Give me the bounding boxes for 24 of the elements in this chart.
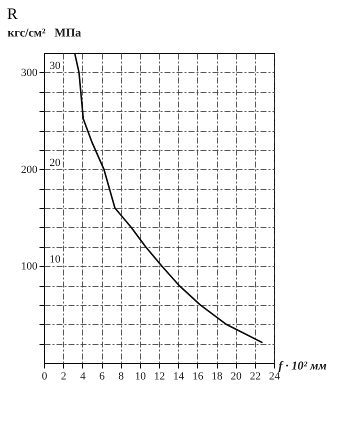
x-tick-label: 8 <box>118 370 124 382</box>
y2-tick-label: 20 <box>50 156 61 169</box>
y-tick-label: 200 <box>21 164 38 176</box>
chart-title: R <box>6 6 18 23</box>
y-tick-label: 100 <box>21 260 38 273</box>
x-tick-label: 20 <box>230 370 242 382</box>
x-tick-label: 2 <box>60 370 66 382</box>
x-tick-label: 22 <box>250 370 261 382</box>
x-tick-label: 24 <box>269 370 280 382</box>
x-tick-label: 18 <box>212 370 223 382</box>
x-tick-label: 10 <box>134 370 146 382</box>
x-axis-title: f · 10² мм <box>278 358 327 372</box>
y2-axis-title: МПа <box>54 26 82 40</box>
y-tick-label: 300 <box>21 66 38 79</box>
x-tick-label: 14 <box>173 370 185 382</box>
x-tick-label: 16 <box>192 370 204 382</box>
x-tick-label: 12 <box>154 370 165 382</box>
x-tick-label: 0 <box>42 370 48 382</box>
x-tick-label: 4 <box>80 370 86 382</box>
line-series <box>74 52 264 344</box>
y-axis-title: кгс/см² <box>7 26 46 40</box>
y2-tick-label: 30 <box>50 60 61 72</box>
x-tick-label: 6 <box>99 370 106 382</box>
y2-tick-label: 10 <box>50 254 61 266</box>
